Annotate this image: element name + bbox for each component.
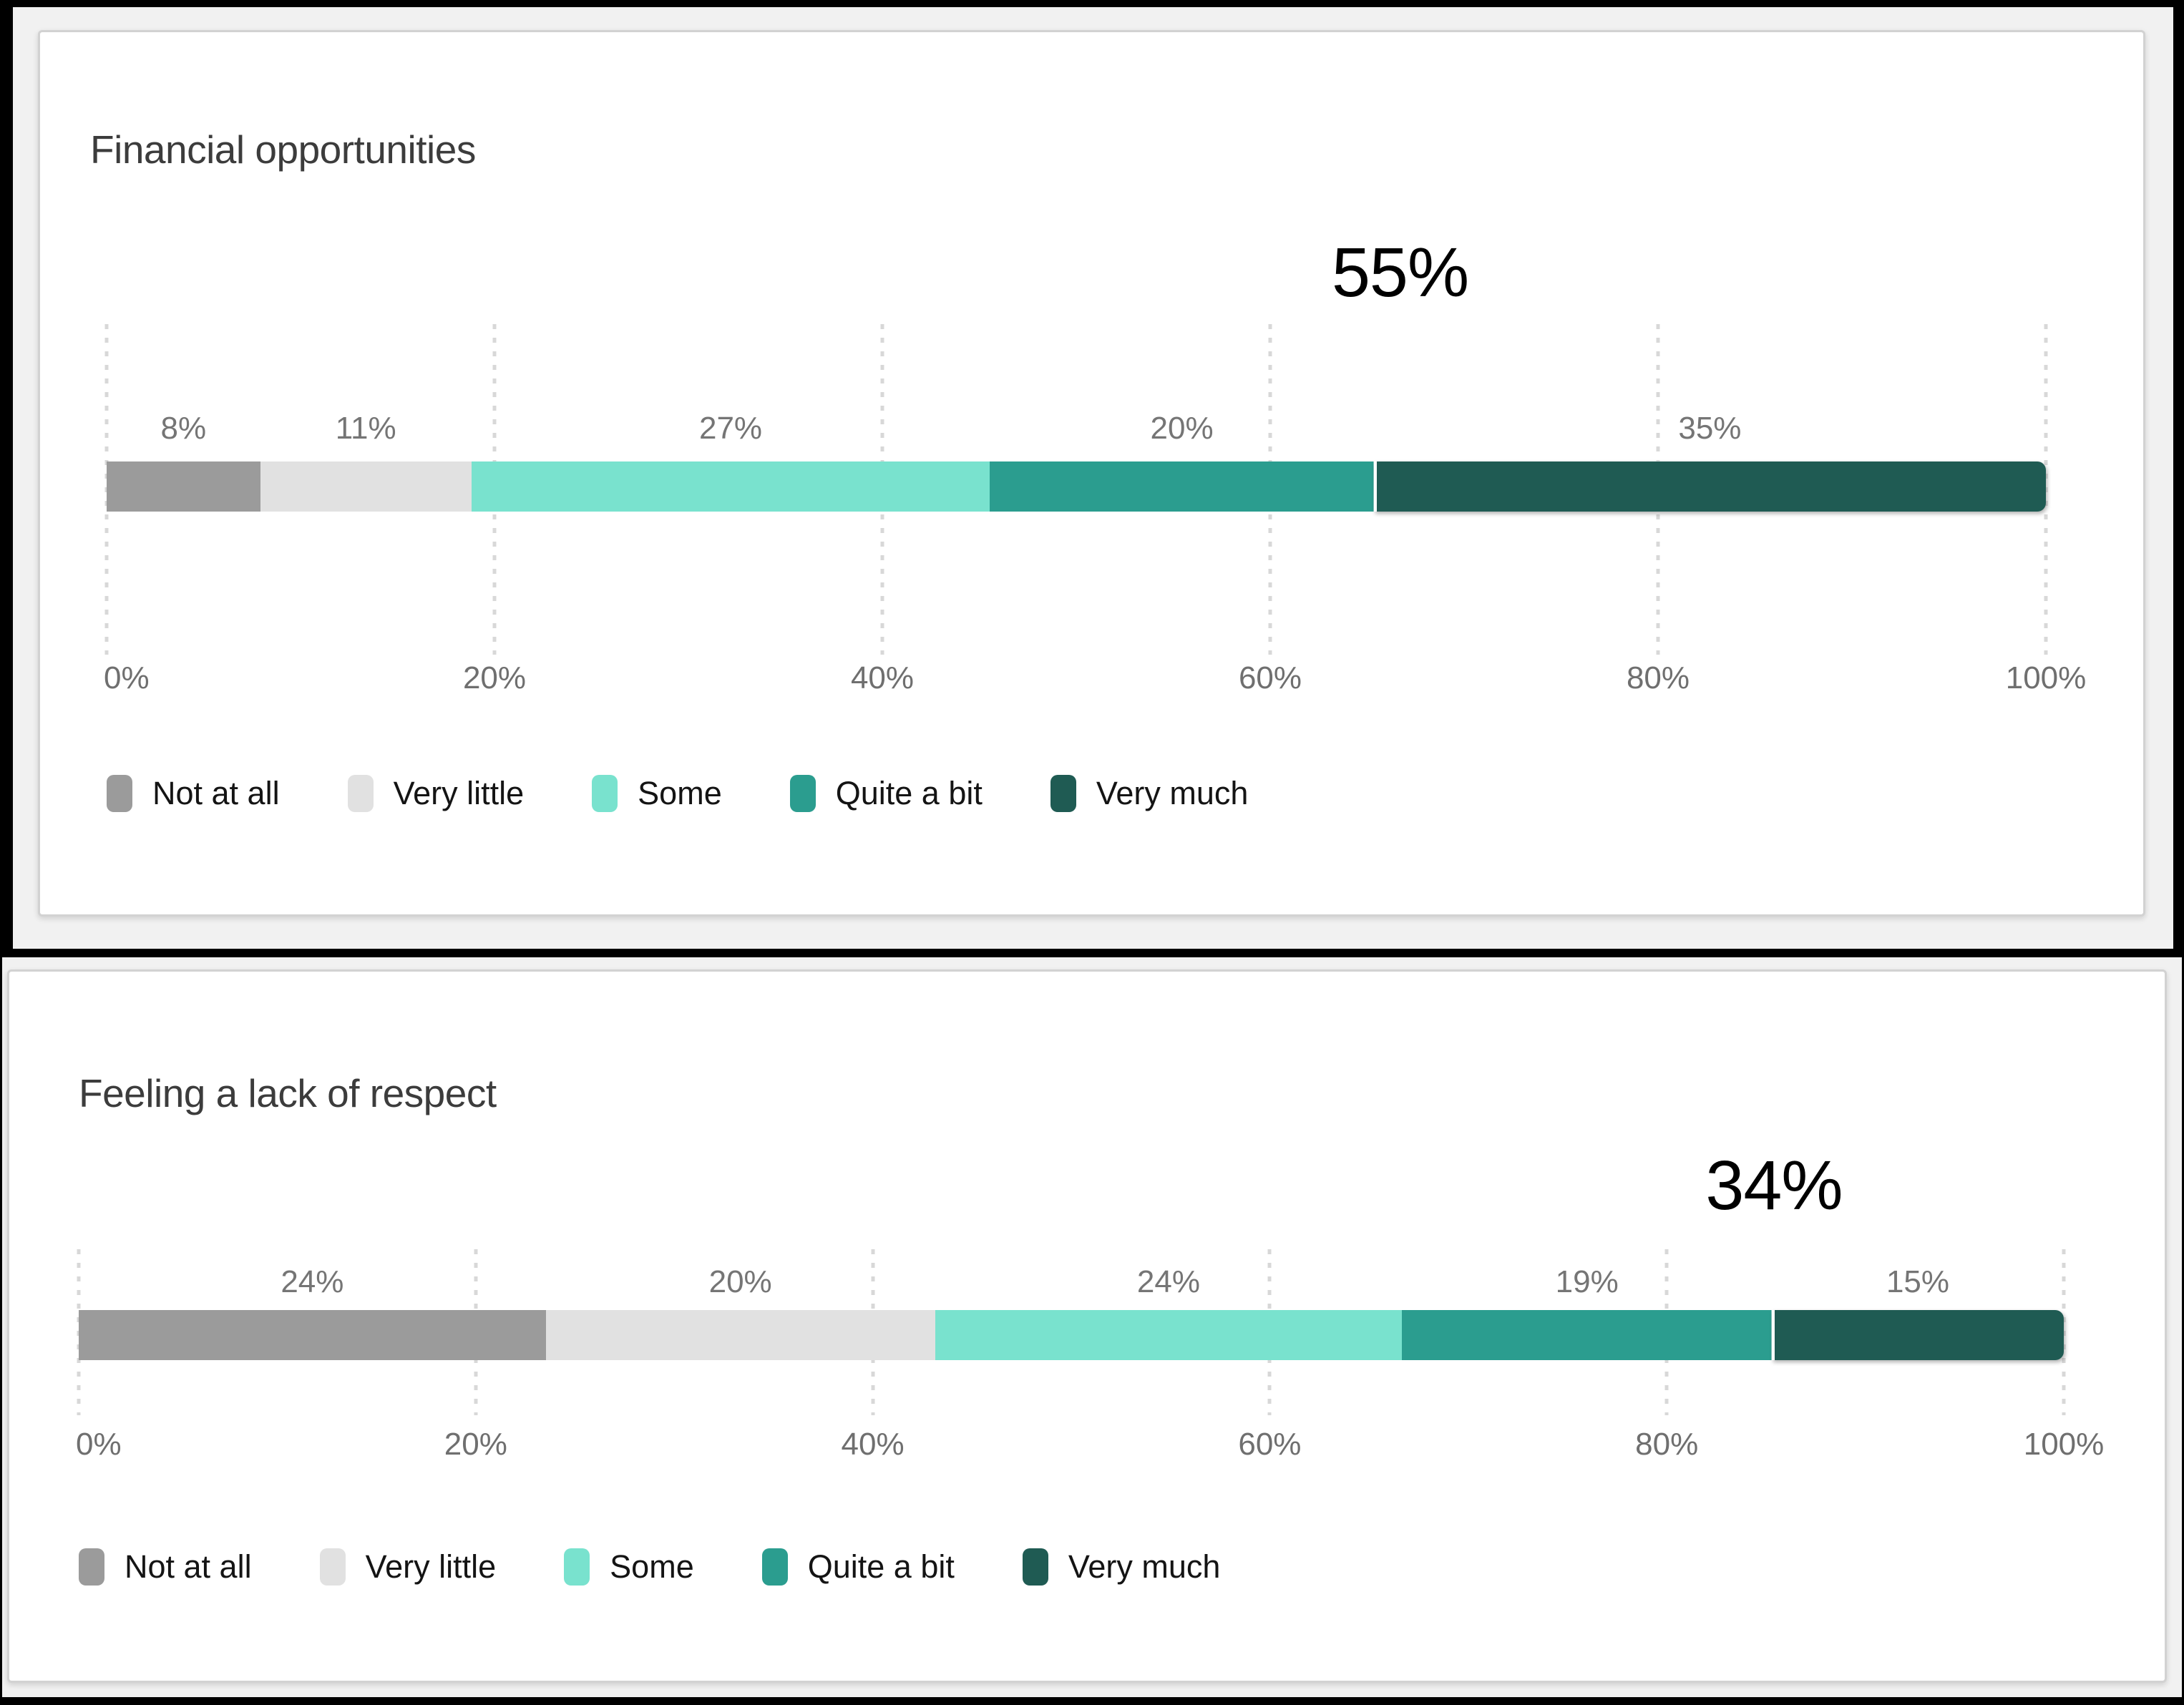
legend-label: Very much bbox=[1096, 775, 1249, 811]
legend-swatch-not-at-all bbox=[79, 1548, 104, 1586]
chart-title: Feeling a lack of respect bbox=[79, 1071, 497, 1115]
legend-label: Very little bbox=[393, 775, 525, 811]
chart-widget-frame: Financial opportunities 55% 8% 11% 27% 20% 3… bbox=[13, 7, 2173, 949]
x-axis-tick-100%: 100% bbox=[2023, 1427, 2105, 1462]
stacked-bar bbox=[107, 461, 2046, 512]
bar-value-labels: 8% 11% 27% 20% 35% bbox=[107, 407, 2046, 450]
x-axis-tick-0%: 0% bbox=[76, 1427, 122, 1462]
bar-segment-not-at-all[interactable] bbox=[79, 1310, 546, 1360]
bar-segment-some[interactable] bbox=[471, 461, 990, 512]
legend-swatch-some bbox=[592, 775, 618, 812]
legend-item-very-little: Very little bbox=[319, 1548, 497, 1586]
legend-label: Quite a bit bbox=[807, 1548, 955, 1585]
chart-card-financial-opportunities: Financial opportunities 55% 8% 11% 27% 20% 3… bbox=[38, 30, 2145, 917]
bar-segment-label-very-much: 35% bbox=[1678, 411, 1742, 446]
legend-item-very-little: Very little bbox=[347, 775, 525, 812]
legend-label: Some bbox=[638, 775, 722, 811]
bar-segment-label-very-little: 11% bbox=[335, 411, 396, 446]
legend-label: Not at all bbox=[152, 775, 280, 811]
x-axis-tick-0%: 0% bbox=[104, 660, 150, 695]
bar-segment-label-very-much: 15% bbox=[1886, 1264, 1950, 1299]
chart-card-feeling-a-lack-of-respect: Feeling a lack of respect 34% 24% 20% 24% 1… bbox=[7, 969, 2167, 1683]
legend-swatch-very-little bbox=[347, 775, 374, 812]
bar-segment-some[interactable] bbox=[935, 1310, 1403, 1360]
legend-swatch-not-at-all bbox=[107, 775, 132, 812]
plot-area: 34% 24% 20% 24% 19% 15% 0% 20% 40% 60% 80% 100% bbox=[76, 972, 2104, 1681]
x-axis-tick-100%: 100% bbox=[2005, 660, 2087, 695]
callout-value: 55% bbox=[1331, 233, 1469, 311]
bar-segment-label-very-little: 20% bbox=[708, 1264, 772, 1299]
legend-label: Very little bbox=[365, 1548, 497, 1585]
x-axis-tick-80%: 80% bbox=[1635, 1427, 1699, 1462]
bar-segment-very-little[interactable] bbox=[545, 1310, 935, 1360]
legend-swatch-very-much bbox=[1050, 775, 1076, 812]
legend-item-some: Some bbox=[564, 1548, 694, 1586]
bar-segment-quite-a-bit[interactable] bbox=[990, 461, 1374, 512]
bar-segment-label-some: 24% bbox=[1136, 1264, 1200, 1299]
bar-segment-very-much[interactable] bbox=[1772, 1310, 2064, 1360]
legend-label: Not at all bbox=[125, 1548, 252, 1585]
gridline-100% bbox=[2062, 1249, 2066, 1415]
x-axis-tick-20%: 20% bbox=[462, 660, 527, 695]
legend-item-not-at-all: Not at all bbox=[79, 1548, 252, 1586]
x-axis-tick-60%: 60% bbox=[1238, 1427, 1302, 1462]
plot-area: 55% 8% 11% 27% 20% 35% 0% 20% 40% 60% 80% 100% bbox=[104, 32, 2086, 914]
legend-swatch-very-little bbox=[319, 1548, 346, 1586]
bar-segment-label-quite-a-bit: 19% bbox=[1555, 1264, 1619, 1299]
x-axis: 0% 20% 40% 60% 80% 100% bbox=[104, 660, 2086, 700]
chart-widget-frame: Feeling a lack of respect 34% 24% 20% 24% 1… bbox=[2, 957, 2182, 1697]
bar-segment-label-quite-a-bit: 20% bbox=[1150, 411, 1214, 446]
legend-swatch-quite-a-bit bbox=[789, 775, 816, 812]
bar-value-labels: 24% 20% 24% 19% 15% bbox=[79, 1261, 2064, 1304]
x-axis-tick-40%: 40% bbox=[841, 1427, 905, 1462]
x-axis-tick-60%: 60% bbox=[1238, 660, 1302, 695]
legend-item-quite-a-bit: Quite a bit bbox=[789, 775, 983, 812]
bar-segment-not-at-all[interactable] bbox=[107, 461, 260, 512]
legend-item-very-much: Very much bbox=[1022, 1548, 1221, 1586]
legend: Not at all Very little Some Quite a bit Very… bbox=[79, 1548, 1220, 1586]
legend-item-some: Some bbox=[592, 775, 722, 812]
bar-segment-label-not-at-all: 8% bbox=[160, 411, 207, 446]
legend: Not at all Very little Some Quite a bit Very… bbox=[107, 775, 1248, 812]
legend-item-not-at-all: Not at all bbox=[107, 775, 280, 812]
stacked-bar bbox=[79, 1310, 2064, 1360]
x-axis: 0% 20% 40% 60% 80% 100% bbox=[76, 1427, 2104, 1467]
bar-segment-very-much[interactable] bbox=[1373, 461, 2046, 512]
legend-swatch-quite-a-bit bbox=[761, 1548, 788, 1586]
bar-segment-quite-a-bit[interactable] bbox=[1402, 1310, 1773, 1360]
legend-label: Some bbox=[610, 1548, 694, 1585]
bar-segment-label-some: 27% bbox=[698, 411, 763, 446]
x-axis-tick-80%: 80% bbox=[1626, 660, 1690, 695]
x-axis-tick-40%: 40% bbox=[850, 660, 915, 695]
callout-value: 34% bbox=[1705, 1146, 1843, 1224]
legend-item-quite-a-bit: Quite a bit bbox=[761, 1548, 955, 1586]
gridline-100% bbox=[2044, 324, 2048, 655]
x-axis-tick-20%: 20% bbox=[444, 1427, 507, 1462]
bar-segment-label-not-at-all: 24% bbox=[281, 1264, 344, 1299]
legend-swatch-very-much bbox=[1022, 1548, 1048, 1586]
legend-label: Quite a bit bbox=[835, 775, 983, 811]
chart-title: Financial opportunities bbox=[90, 127, 476, 172]
legend-swatch-some bbox=[564, 1548, 590, 1586]
legend-label: Very much bbox=[1068, 1548, 1221, 1585]
bar-segment-very-little[interactable] bbox=[260, 461, 472, 512]
legend-item-very-much: Very much bbox=[1050, 775, 1249, 812]
